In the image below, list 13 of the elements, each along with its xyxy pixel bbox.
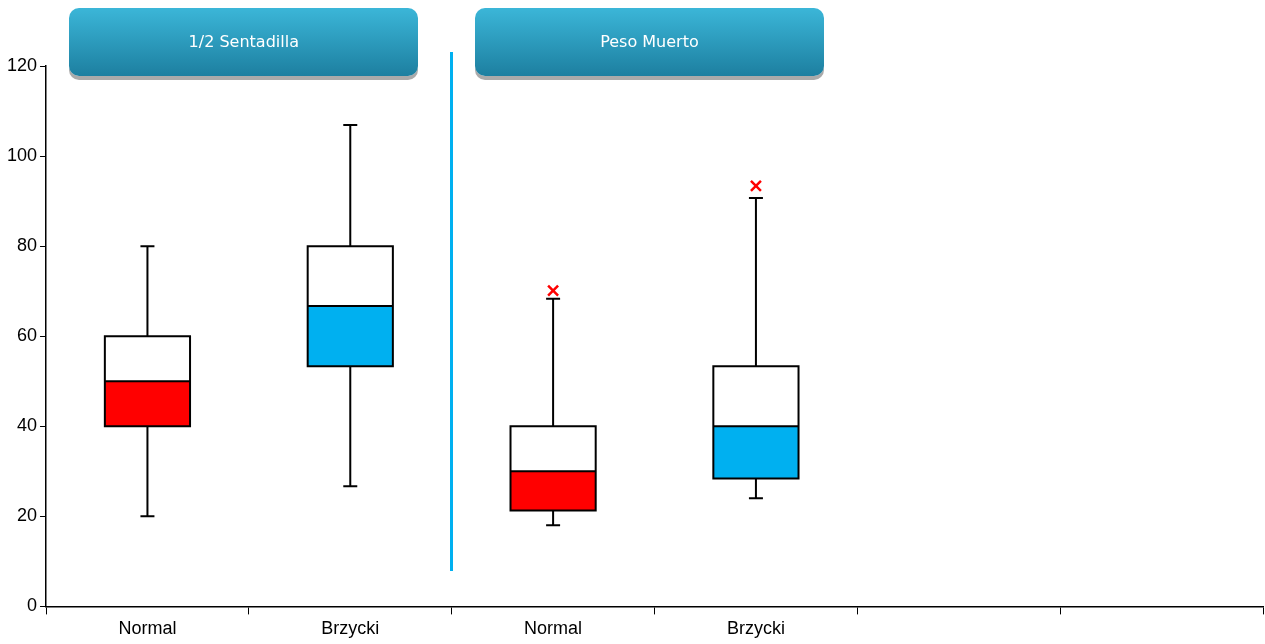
x-tick-label: Brzycki [726,618,785,639]
y-tick-label: 20 [17,505,38,526]
y-tick-label: 60 [17,325,38,346]
y-tick-label: 120 [6,54,38,75]
text: 1/2 Sentadilla [188,32,299,51]
y-tick-label: 0 [27,595,38,616]
y-tick-label: 100 [6,145,38,166]
text: Peso Muerto [600,32,699,51]
y-tick-label: 40 [17,415,38,436]
x-tick-label: Normal [118,618,177,639]
x-tick-label: Normal [524,618,583,639]
y-tick-label: 80 [17,235,38,256]
x-tick-label: Brzycki [321,618,380,639]
